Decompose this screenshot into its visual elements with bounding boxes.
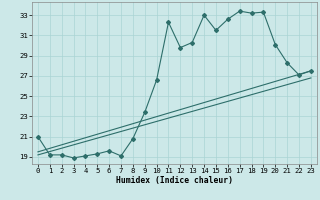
X-axis label: Humidex (Indice chaleur): Humidex (Indice chaleur) (116, 176, 233, 185)
